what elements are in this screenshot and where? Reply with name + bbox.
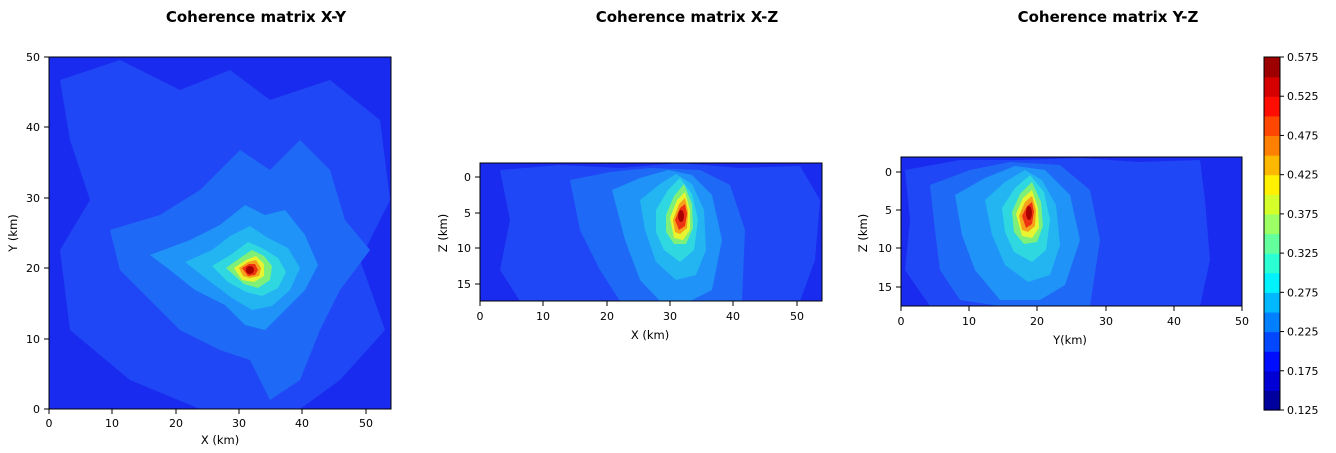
panel-xy: Coherence matrix X-Y 0 10 20 30 40 50 X … bbox=[6, 8, 392, 447]
xz-xtick-50: 50 bbox=[790, 310, 804, 323]
yz-ytick-0: 0 bbox=[885, 166, 892, 179]
panel-xz-title: Coherence matrix X-Z bbox=[596, 8, 779, 26]
panel-yz-peak bbox=[1026, 206, 1032, 220]
panel-yz-title: Coherence matrix Y-Z bbox=[1018, 8, 1199, 26]
xy-ytick-40: 40 bbox=[26, 121, 40, 134]
colorbar-level-2 bbox=[1264, 351, 1280, 372]
yz-xtick-40: 40 bbox=[1167, 315, 1181, 328]
xy-xtick-20: 20 bbox=[169, 417, 183, 430]
colorbar-level-6 bbox=[1264, 272, 1280, 293]
panel-yz-xlabel: Y(km) bbox=[1052, 333, 1087, 347]
panel-xy-peak bbox=[246, 266, 254, 274]
xz-ytick-5: 5 bbox=[464, 207, 471, 220]
xz-xtick-10: 10 bbox=[536, 310, 550, 323]
yz-ytick-5: 5 bbox=[885, 204, 892, 217]
xz-ytick-10: 10 bbox=[457, 242, 471, 255]
xz-xtick-40: 40 bbox=[726, 310, 740, 323]
yz-xtick-30: 30 bbox=[1099, 315, 1113, 328]
colorbar-level-15 bbox=[1264, 96, 1280, 117]
panel-yz-heatmap bbox=[901, 157, 1242, 306]
colorbar-level-12 bbox=[1264, 155, 1280, 176]
colorbar-tick-label: 0.175 bbox=[1287, 365, 1319, 378]
xy-ytick-30: 30 bbox=[26, 192, 40, 205]
panel-xy-xaxis: 0 10 20 30 40 50 X (km) bbox=[46, 409, 373, 447]
colorbar-frame bbox=[1263, 56, 1281, 411]
colorbar-level-3 bbox=[1264, 331, 1280, 352]
colorbar-tick-label: 0.275 bbox=[1287, 286, 1319, 299]
panel-xz-frame bbox=[479, 162, 823, 302]
yz-xtick-10: 10 bbox=[962, 315, 976, 328]
panel-xy-yaxis: 0 10 20 30 40 50 Y (km) bbox=[6, 51, 49, 416]
colorbar-level-10 bbox=[1264, 194, 1280, 215]
colorbar-tick-label: 0.425 bbox=[1287, 169, 1319, 182]
panel-yz-ylabel: Z (km) bbox=[856, 214, 870, 252]
panel-yz-xaxis: 0 10 20 30 40 50 Y(km) bbox=[898, 306, 1249, 347]
colorbar-tick-label: 0.125 bbox=[1287, 404, 1319, 417]
colorbar-level-17 bbox=[1264, 57, 1280, 78]
xz-ytick-15: 15 bbox=[457, 278, 471, 291]
colorbar-level-7 bbox=[1264, 253, 1280, 274]
panel-yz-frame bbox=[900, 156, 1243, 307]
panel-yz-yaxis: 0 5 10 15 Z (km) bbox=[856, 166, 901, 294]
panel-yz: Coherence matrix Y-Z 0 10 20 30 40 50 Y(… bbox=[856, 8, 1249, 347]
xy-xtick-10: 10 bbox=[105, 417, 119, 430]
panel-xz-xlabel: X (km) bbox=[631, 328, 669, 342]
colorbar-level-8 bbox=[1264, 233, 1280, 254]
yz-ytick-15: 15 bbox=[878, 281, 892, 294]
colorbar-tick-label: 0.575 bbox=[1287, 51, 1319, 64]
colorbar-level-9 bbox=[1264, 213, 1280, 235]
xy-xtick-0: 0 bbox=[46, 417, 53, 430]
colorbar-level-11 bbox=[1264, 174, 1280, 195]
panel-xz-yaxis: 0 5 10 15 Z (km) bbox=[436, 171, 480, 291]
colorbar-level-4 bbox=[1264, 311, 1280, 333]
colorbar-ticks: 0.575 0.525 0.475 0.425 0.375 0.325 0.275 0.225… bbox=[1280, 51, 1319, 417]
colorbar-tick-label: 0.475 bbox=[1287, 129, 1319, 142]
xy-ytick-50: 50 bbox=[26, 51, 40, 64]
colorbar-level-5 bbox=[1264, 292, 1280, 313]
panel-xz-peak bbox=[678, 210, 684, 222]
xy-ytick-10: 10 bbox=[26, 333, 40, 346]
xy-ytick-20: 20 bbox=[26, 262, 40, 275]
panel-xz: Coherence matrix X-Z 0 10 20 30 40 50 X … bbox=[436, 8, 823, 342]
xy-xtick-40: 40 bbox=[295, 417, 309, 430]
colorbar-tick-label: 0.325 bbox=[1287, 247, 1319, 260]
colorbar-level-14 bbox=[1264, 115, 1280, 137]
panel-xz-ylabel: Z (km) bbox=[436, 214, 450, 252]
xz-xtick-0: 0 bbox=[477, 310, 484, 323]
panel-xz-xaxis: 0 10 20 30 40 50 X (km) bbox=[477, 301, 804, 342]
colorbar-level-16 bbox=[1264, 76, 1280, 97]
xz-ytick-0: 0 bbox=[464, 171, 471, 184]
colorbar-tick-label: 0.375 bbox=[1287, 208, 1319, 221]
yz-xtick-50: 50 bbox=[1235, 315, 1249, 328]
colorbar-tick-label: 0.525 bbox=[1287, 90, 1319, 103]
colorbar-level-0 bbox=[1264, 390, 1280, 411]
xy-ytick-0: 0 bbox=[33, 403, 40, 416]
colorbar: 0.575 0.525 0.475 0.425 0.375 0.325 0.275 0.225… bbox=[1263, 51, 1319, 417]
yz-xtick-0: 0 bbox=[898, 315, 905, 328]
colorbar-segments bbox=[1264, 57, 1280, 411]
xz-xtick-30: 30 bbox=[663, 310, 677, 323]
panel-xy-xlabel: X (km) bbox=[201, 433, 239, 447]
xy-xtick-50: 50 bbox=[359, 417, 373, 430]
yz-xtick-20: 20 bbox=[1030, 315, 1044, 328]
panel-xz-heatmap bbox=[480, 163, 822, 301]
xz-xtick-20: 20 bbox=[600, 310, 614, 323]
panel-xy-heatmap bbox=[49, 57, 391, 409]
colorbar-tick-label: 0.225 bbox=[1287, 326, 1319, 339]
panel-xy-title: Coherence matrix X-Y bbox=[166, 8, 347, 26]
yz-ytick-10: 10 bbox=[878, 242, 892, 255]
colorbar-level-1 bbox=[1264, 370, 1280, 391]
colorbar-level-13 bbox=[1264, 135, 1280, 156]
panel-xy-frame bbox=[48, 56, 392, 410]
xy-xtick-30: 30 bbox=[232, 417, 246, 430]
panel-xy-ylabel: Y (km) bbox=[6, 214, 20, 253]
